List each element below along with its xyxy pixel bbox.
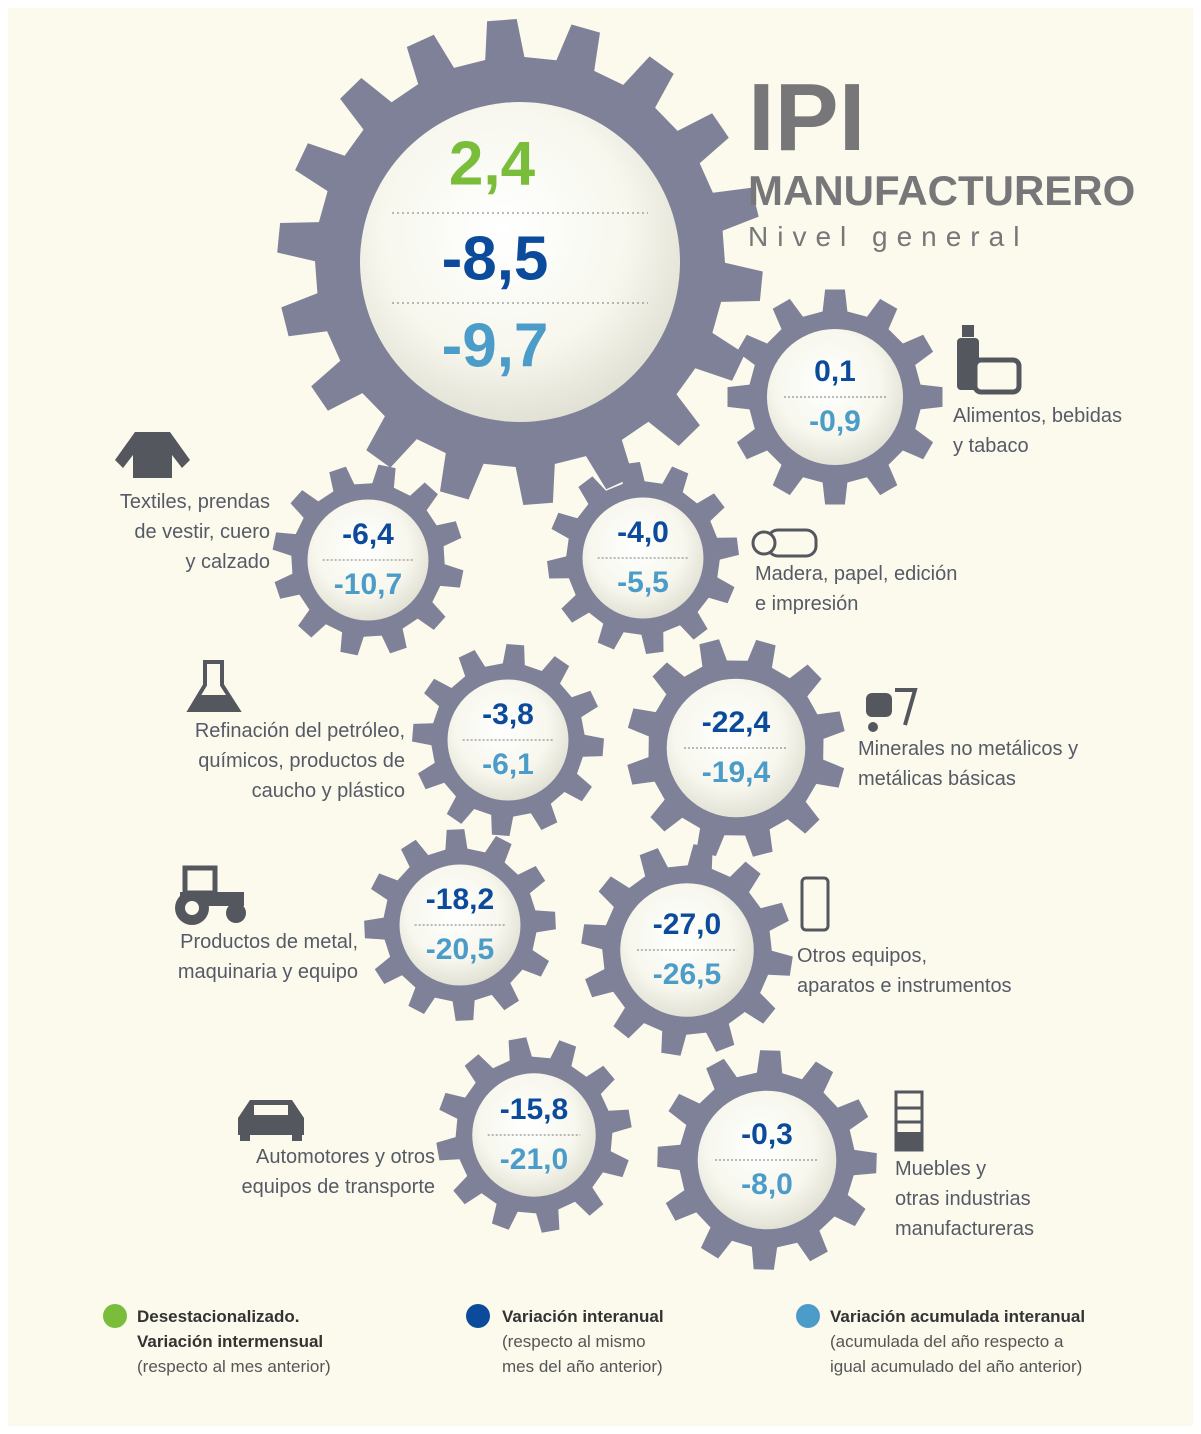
sector-label: Madera, papel, edición: [755, 563, 957, 585]
sector-label: de vestir, cuero: [134, 521, 270, 543]
acumulada-value: -0,9: [809, 405, 861, 438]
sector-label: Automotores y otros: [256, 1146, 435, 1168]
cabinet-icon: [894, 1090, 924, 1152]
acumulada-value: -5,5: [617, 566, 669, 599]
interanual-value: -27,0: [653, 908, 721, 941]
general-value: -8,5: [442, 224, 549, 293]
tractor-icon: [175, 865, 246, 925]
sector-label: maquinaria y equipo: [178, 961, 358, 983]
interanual-value: 0,1: [814, 355, 856, 388]
mixer-icon: [866, 688, 918, 732]
sector-label: Refinación del petróleo,: [195, 720, 405, 742]
interanual-value: -15,8: [500, 1093, 568, 1126]
sector-label: Productos de metal,: [180, 931, 358, 953]
legend-title: Variación intermensual: [137, 1332, 323, 1351]
legend-note: (respecto al mes anterior): [137, 1357, 331, 1376]
sector-label: otras industrias: [895, 1188, 1031, 1210]
sector-label: Minerales no metálicos y: [858, 738, 1078, 760]
general-value: -9,7: [442, 311, 549, 380]
sector-label: Muebles y: [895, 1158, 986, 1180]
sector-label: Otros equipos,: [797, 945, 927, 967]
acumulada-value: -10,7: [334, 568, 402, 601]
legend: Desestacionalizado. Variación intermensua…: [103, 1304, 1085, 1376]
legend-dot: [796, 1304, 820, 1328]
acumulada-value: -20,5: [426, 933, 494, 966]
log-icon: [751, 528, 818, 558]
sector-label: metálicas básicas: [858, 768, 1016, 790]
legend-note: igual acumulado del año anterior): [830, 1357, 1082, 1376]
subtitle: MANUFACTURERO: [748, 167, 1135, 214]
general-value: 2,4: [449, 129, 536, 198]
interanual-value: -6,4: [342, 518, 394, 551]
legend-note: (respecto al mismo: [502, 1332, 646, 1351]
sector-face: [666, 678, 806, 818]
sector-label: y calzado: [186, 551, 271, 573]
title: IPI: [748, 64, 865, 171]
interanual-value: -3,8: [482, 698, 534, 731]
sector-label: aparatos e instrumentos: [797, 975, 1012, 997]
sector-face: [697, 1090, 837, 1230]
sector-face: [620, 883, 754, 1017]
interanual-value: -0,3: [741, 1118, 793, 1151]
shirt-icon: [115, 432, 190, 478]
flask-icon: [186, 660, 242, 712]
interanual-value: -22,4: [702, 706, 771, 739]
sector-label: manufactureras: [895, 1218, 1034, 1240]
gears: 2,4 -8,5 -9,7 0,1 -0,9 -6,4 -10,7 -4,0 -5,5 -3,8 -…: [272, 19, 943, 1270]
legend-note: (acumulada del año respecto a: [830, 1332, 1064, 1351]
acumulada-value: -6,1: [482, 748, 534, 781]
interanual-value: -4,0: [617, 516, 669, 549]
sector-face: [766, 328, 904, 466]
legend-title: Variación acumulada interanual: [830, 1307, 1085, 1326]
main-face: [360, 102, 680, 422]
acumulada-value: -26,5: [653, 958, 721, 991]
caption: Nivel general: [748, 221, 1028, 252]
sector-face: [472, 1073, 596, 1197]
sector-label: e impresión: [755, 593, 858, 615]
car-icon: [238, 1100, 304, 1141]
legend-title: Desestacionalizado.: [137, 1307, 300, 1326]
legend-title: Variación interanual: [502, 1307, 664, 1326]
acumulada-value: -21,0: [500, 1143, 568, 1176]
interanual-value: -18,2: [426, 883, 494, 916]
sector-label: químicos, productos de: [198, 750, 405, 772]
acumulada-value: -19,4: [702, 756, 771, 789]
sector-label: Alimentos, bebidas: [953, 405, 1122, 427]
sector-label: Textiles, prendas: [120, 491, 270, 513]
legend-dot: [466, 1304, 490, 1328]
sector-label: equipos de transporte: [242, 1176, 435, 1198]
legend-dot: [103, 1304, 127, 1328]
icons: [115, 325, 1022, 1152]
legend-note: mes del año anterior): [502, 1357, 663, 1376]
sector-label: caucho y plástico: [252, 780, 405, 802]
phone-icon: [800, 876, 830, 932]
sector-label: y tabaco: [953, 435, 1029, 457]
acumulada-value: -8,0: [741, 1168, 793, 1201]
food-icon: [957, 325, 1022, 395]
